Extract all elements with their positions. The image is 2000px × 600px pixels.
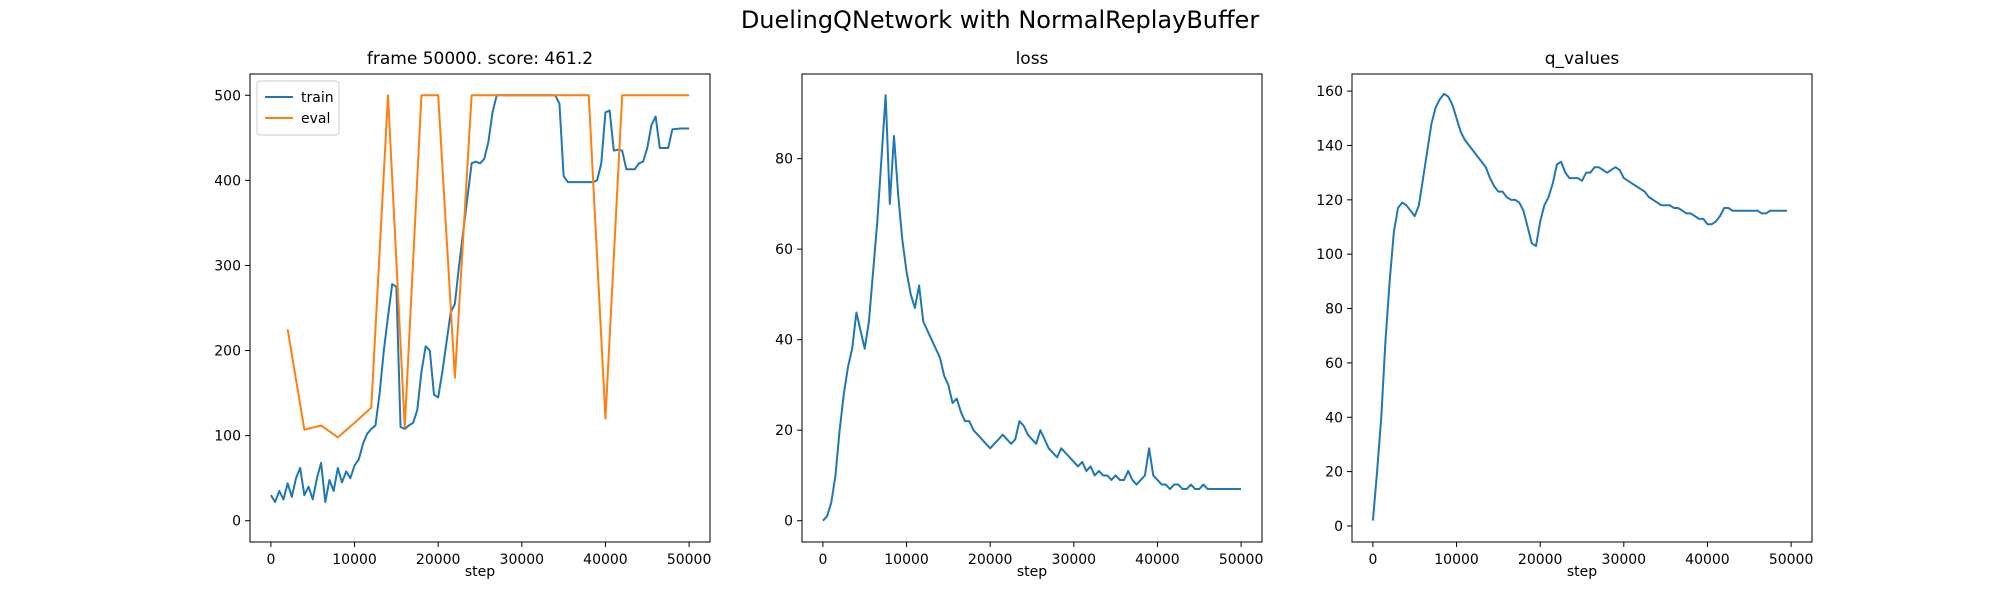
- x-tick-label: 40000: [1135, 552, 1180, 568]
- y-tick-label: 40: [1325, 410, 1343, 426]
- series-line-score-eval: [286, 94, 690, 439]
- x-tick-label: 40000: [583, 552, 628, 568]
- x-tick-label: 10000: [1434, 552, 1479, 568]
- y-tick-label: 20: [1325, 465, 1343, 481]
- legend: train eval: [256, 80, 340, 136]
- y-tick-label: 0: [1334, 519, 1343, 535]
- y-tick-label: 20: [775, 423, 793, 439]
- x-axis-label-q-values: step: [1567, 564, 1597, 580]
- panel-title-loss: loss: [1016, 49, 1049, 69]
- series-line-loss-0: [822, 94, 1242, 522]
- y-tick-label: 0: [232, 514, 241, 530]
- x-tick-label: 30000: [1052, 552, 1097, 568]
- series-line-q-values-0: [1371, 92, 1787, 521]
- y-tick-label: 80: [775, 152, 793, 168]
- x-tick-label: 40000: [1685, 552, 1730, 568]
- axes-frame-q-values: [1351, 73, 1813, 543]
- panel-title-score: frame 50000. score: 461.2: [367, 49, 593, 69]
- legend-label-eval: eval: [301, 111, 330, 127]
- y-tick-label: 60: [1325, 356, 1343, 372]
- legend-label-train: train: [301, 90, 334, 106]
- y-tick-label: 100: [214, 429, 241, 445]
- panel-loss: loss step 0 10000 20000 30000 40000 50000 0 20 4…: [775, 49, 1263, 580]
- x-tick-label: 10000: [332, 552, 377, 568]
- y-tick-label: 100: [1316, 247, 1343, 263]
- x-tick-label: 20000: [968, 552, 1013, 568]
- x-tick-label: 0: [818, 552, 827, 568]
- y-tick-label: 160: [1316, 84, 1343, 100]
- x-tick-label: 50000: [667, 552, 712, 568]
- y-tick-label: 120: [1316, 193, 1343, 209]
- x-tick-label: 10000: [884, 552, 929, 568]
- x-axis-label-loss: step: [1017, 564, 1047, 580]
- y-tick-label: 80: [1325, 302, 1343, 318]
- x-tick-label: 0: [1368, 552, 1377, 568]
- series-line-score-train: [270, 94, 690, 504]
- figure-suptitle: DuelingQNetwork with NormalReplayBuffer: [741, 6, 1260, 34]
- panel-title-q-values: q_values: [1545, 49, 1620, 69]
- y-tick-label: 300: [214, 258, 241, 274]
- x-axis-label-score: step: [465, 564, 495, 580]
- x-tick-label: 20000: [1518, 552, 1563, 568]
- y-tick-label: 140: [1316, 138, 1343, 154]
- x-tick-label: 20000: [416, 552, 461, 568]
- panel-q-values: q_values step 0 10000 20000 30000 40000 50000…: [1316, 49, 1813, 580]
- y-tick-label: 500: [214, 88, 241, 104]
- axes-frame-score: [249, 73, 711, 543]
- axes-frame-loss: [801, 73, 1263, 543]
- y-tick-label: 400: [214, 173, 241, 189]
- y-tick-label: 200: [214, 344, 241, 360]
- x-tick-label: 30000: [1602, 552, 1647, 568]
- y-tick-label: 0: [784, 514, 793, 530]
- y-tick-label: 60: [775, 242, 793, 258]
- x-tick-label: 0: [266, 552, 275, 568]
- panel-score: frame 50000. score: 461.2 step 0 10000 200…: [214, 49, 711, 580]
- y-tick-label: 40: [775, 333, 793, 349]
- x-tick-label: 50000: [1219, 552, 1264, 568]
- x-tick-label: 50000: [1769, 552, 1814, 568]
- x-tick-label: 30000: [500, 552, 545, 568]
